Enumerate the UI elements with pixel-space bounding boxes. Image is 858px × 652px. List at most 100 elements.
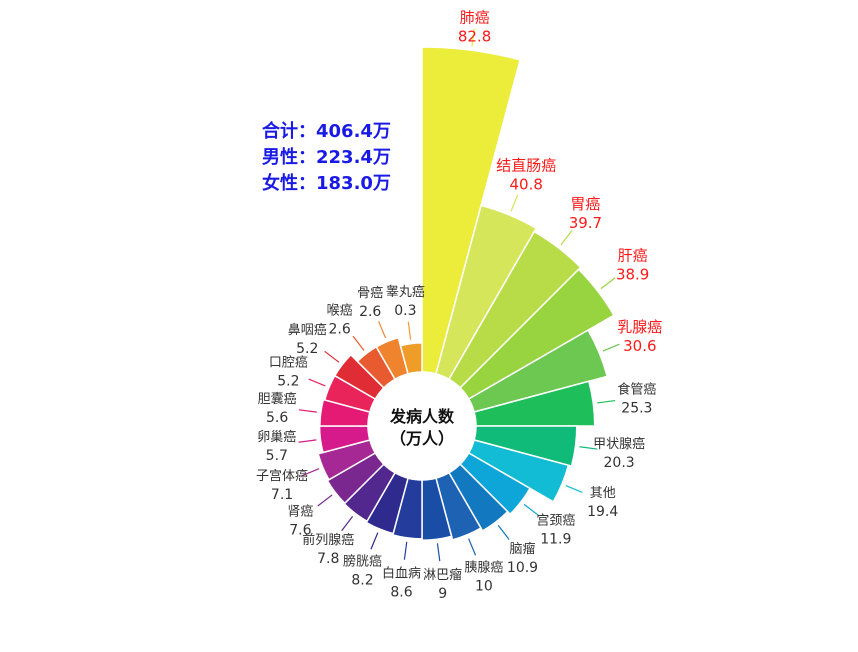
leader-15 [317,494,333,507]
value-label-3: 38.9 [616,265,649,283]
leader-14 [341,516,354,532]
value-label-17: 5.7 [266,448,288,464]
leader-23 [407,321,412,340]
category-label-19: 口腔癌 [269,355,308,371]
value-label-7: 19.4 [587,504,618,520]
leader-8 [523,503,539,516]
category-label-0: 肺癌 [460,8,490,26]
leader-7 [565,484,583,493]
value-label-1: 40.8 [510,175,543,193]
bar-23 [399,342,423,375]
leader-2 [560,230,573,246]
bar-15 [326,451,385,505]
leader-19 [308,378,326,387]
category-label-22: 骨癌 [357,285,383,301]
category-label-17: 卵巢癌 [257,429,296,445]
category-label-20: 鼻咽癌 [288,322,327,338]
value-label-11: 9 [438,586,447,602]
summary-female: 女性：183.0万 [262,173,391,194]
value-label-22: 2.6 [359,304,381,320]
category-label-23: 睾丸癌 [386,284,425,300]
leader-13 [370,532,379,550]
category-label-10: 胰腺癌 [464,560,503,576]
value-label-16: 7.1 [271,487,293,503]
bar-9 [447,463,509,532]
totals-summary: 合计：406.4万 男性：223.4万 女性：183.0万 [262,119,391,197]
category-label-7: 其他 [590,486,616,501]
category-label-11: 淋巴瘤 [423,567,462,583]
value-label-15: 7.6 [289,522,311,538]
bar-22 [375,336,409,381]
category-label-14: 前列腺癌 [302,532,354,548]
bar-5 [473,380,596,427]
category-label-4: 乳腺癌 [617,318,662,336]
leader-11 [436,543,441,562]
leader-22 [378,321,387,339]
value-label-9: 10.9 [507,560,538,576]
bar-0 [421,46,522,375]
value-label-23: 0.3 [394,303,416,319]
bar-3 [459,268,615,401]
center-hole [370,374,474,478]
category-label-2: 胃癌 [570,195,600,213]
value-label-18: 5.6 [266,410,288,426]
value-label-21: 2.6 [328,322,350,338]
value-label-5: 25.3 [621,401,652,417]
leader-9 [497,524,510,540]
leader-5 [597,399,616,404]
bar-10 [435,471,482,541]
category-label-3: 肝癌 [618,246,648,264]
leader-17 [298,439,317,443]
leader-21 [352,335,365,351]
leader-4 [602,343,620,352]
value-label-8: 11.9 [540,532,571,548]
value-label-2: 39.7 [569,214,602,232]
category-label-21: 喉癌 [327,303,353,319]
leader-16 [302,468,320,477]
leader-12 [403,541,408,560]
bar-2 [447,230,582,389]
bar-12 [391,477,423,540]
center-label-line2: （万人） [390,429,454,448]
value-label-12: 8.6 [390,585,412,601]
value-label-19: 5.2 [277,374,299,390]
value-label-0: 82.8 [458,27,491,45]
value-label-10: 10 [475,579,493,595]
leader-20 [324,350,340,363]
bar-4 [467,329,609,413]
category-label-15: 肾癌 [287,503,313,519]
bar-13 [365,471,409,535]
value-label-6: 20.3 [604,455,635,471]
bar-1 [435,204,538,381]
bar-7 [467,439,570,503]
leader-10 [468,538,477,556]
summary-male: 男性：223.4万 [262,147,391,168]
category-label-13: 膀胱癌 [343,554,382,570]
value-label-20: 5.2 [296,341,318,357]
leader-1 [510,194,519,212]
bar-8 [459,451,532,516]
category-label-8: 宫颈癌 [536,513,575,529]
leader-6 [579,446,598,450]
summary-total: 合计：406.4万 [262,121,391,142]
leader-0 [471,28,475,47]
value-label-13: 8.2 [351,573,373,589]
category-label-9: 脑瘤 [509,541,535,557]
category-label-18: 胆囊癌 [258,391,297,407]
bar-6 [473,425,578,467]
category-label-16: 子宫体癌 [256,468,308,484]
category-label-12: 白血病 [382,566,421,582]
bar-11 [421,477,453,542]
category-label-1: 结直肠癌 [496,156,556,174]
leader-18 [298,409,317,413]
category-label-5: 食管癌 [617,382,656,398]
bar-18 [319,398,371,427]
center-label-line1: 发病人数 [389,407,455,426]
value-label-4: 30.6 [623,337,656,355]
category-label-6: 甲状腺癌 [593,436,645,452]
value-label-14: 7.8 [317,551,339,567]
leader-3 [600,277,616,290]
bar-20 [333,353,385,401]
